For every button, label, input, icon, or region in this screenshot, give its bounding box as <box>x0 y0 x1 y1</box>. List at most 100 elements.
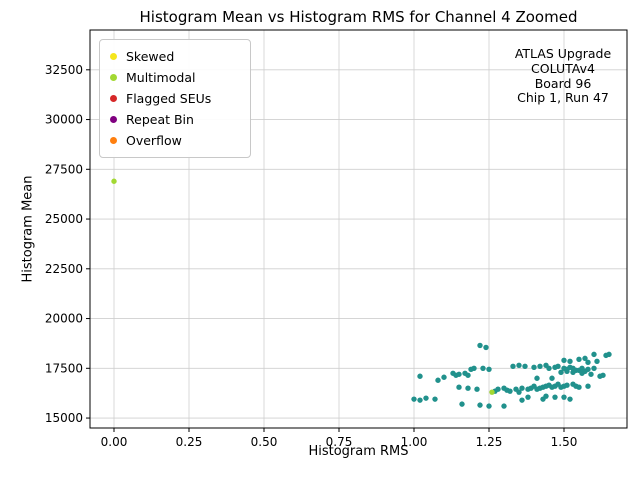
legend-item-overflow: Overflow <box>110 130 238 151</box>
data-point <box>546 365 552 371</box>
y-tick-label: 22500 <box>45 262 83 276</box>
data-point <box>588 371 594 377</box>
multimodal-marker-icon <box>110 74 117 81</box>
data-point <box>585 366 591 372</box>
data-point <box>456 384 462 390</box>
data-point <box>576 356 582 363</box>
annotation-line: COLUTAv4 <box>531 60 595 76</box>
data-point <box>516 362 522 369</box>
data-point <box>411 396 417 402</box>
data-point <box>585 383 591 389</box>
legend-label: Overflow <box>126 133 182 148</box>
data-point <box>564 382 570 388</box>
data-point <box>519 397 525 403</box>
data-point <box>555 363 561 370</box>
y-axis-label: Histogram Mean <box>20 175 36 283</box>
data-point <box>585 359 591 366</box>
data-point <box>432 396 438 402</box>
data-point <box>417 373 423 379</box>
data-point <box>561 394 567 400</box>
legend: Skewed Multimodal Flagged SEUs Repeat Bin Ov… <box>99 39 251 158</box>
data-point <box>477 402 483 408</box>
x-tick-label: 0.25 <box>176 435 203 449</box>
multimodal-point <box>489 389 495 395</box>
data-point <box>567 396 573 402</box>
data-point <box>591 365 597 371</box>
x-axis-label: Histogram RMS <box>308 444 409 459</box>
data-point <box>516 389 522 395</box>
legend-label: Skewed <box>126 49 175 64</box>
legend-item-skewed: Skewed <box>110 46 238 67</box>
data-point <box>564 368 570 374</box>
data-point <box>417 397 423 403</box>
data-point <box>510 363 516 370</box>
skewed-marker-icon <box>110 53 117 60</box>
data-point <box>468 366 474 372</box>
chart-title: Histogram Mean vs Histogram RMS for Chan… <box>139 8 578 26</box>
data-point <box>606 351 612 358</box>
repeat-bin-marker-icon <box>110 116 117 123</box>
x-tick-label: 0.50 <box>251 435 278 449</box>
data-point <box>465 385 471 391</box>
data-point <box>486 366 492 372</box>
legend-label: Multimodal <box>126 70 196 85</box>
data-point <box>486 403 492 409</box>
data-point <box>480 365 486 371</box>
data-point <box>558 369 564 375</box>
data-point <box>519 385 525 391</box>
y-tick-label: 17500 <box>45 361 83 375</box>
flagged-seus-marker-icon <box>110 95 117 102</box>
data-point <box>441 374 447 380</box>
data-point <box>423 395 429 401</box>
x-tick-label: 0.00 <box>101 435 128 449</box>
axes-spines <box>89 29 628 429</box>
data-point <box>525 394 531 400</box>
y-tick-label: 27500 <box>45 162 83 176</box>
data-point <box>477 342 483 349</box>
y-tick-label: 20000 <box>45 312 83 326</box>
data-point <box>537 363 543 370</box>
data-point <box>474 386 480 392</box>
annotation-line: ATLAS Upgrade <box>514 46 612 61</box>
data-point <box>483 344 489 351</box>
data-point <box>522 363 528 370</box>
data-point <box>435 377 441 383</box>
data-point <box>507 388 513 394</box>
data-point <box>549 375 555 381</box>
data-point <box>543 393 549 399</box>
data-point <box>552 394 558 400</box>
x-tick-label: 1.00 <box>401 435 428 449</box>
legend-label: Repeat Bin <box>126 112 194 127</box>
multimodal-point <box>111 178 117 184</box>
legend-item-repeat-bin: Repeat Bin <box>110 109 238 130</box>
data-point <box>531 364 537 371</box>
y-tick-label: 30000 <box>45 113 83 127</box>
annotation-line: Board 96 <box>534 75 592 91</box>
overflow-marker-icon <box>110 137 117 144</box>
y-tick-label: 15000 <box>45 411 83 425</box>
data-point <box>456 371 462 377</box>
data-point <box>582 355 588 362</box>
data-point <box>567 358 573 365</box>
data-point <box>594 358 600 365</box>
y-tick-label: 25000 <box>45 212 83 226</box>
data-point <box>465 372 471 378</box>
legend-item-flagged-seus: Flagged SEUs <box>110 88 238 109</box>
legend-item-multimodal: Multimodal <box>110 67 238 88</box>
legend-label: Flagged SEUs <box>126 91 212 106</box>
data-point <box>495 386 501 392</box>
x-tick-label: 1.25 <box>476 435 503 449</box>
data-point <box>576 384 582 390</box>
annotation-text: ATLAS Upgrade COLUTAv4 Board 96 Chip 1, Run… <box>478 46 640 106</box>
data-point <box>501 403 507 409</box>
data-point <box>561 357 567 364</box>
x-tick-label: 0.75 <box>326 435 353 449</box>
data-point <box>591 351 597 358</box>
y-tick-label: 32500 <box>45 63 83 77</box>
data-point <box>459 401 465 407</box>
data-point <box>534 375 540 381</box>
x-tick-label: 1.50 <box>551 435 578 449</box>
data-point <box>600 372 606 378</box>
